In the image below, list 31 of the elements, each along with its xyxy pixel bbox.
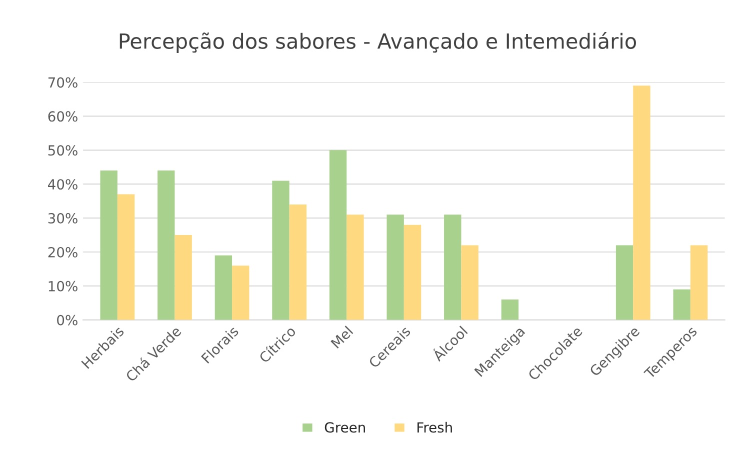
- y-tick-label: 60%: [48, 111, 78, 122]
- bar: [100, 170, 118, 320]
- bar: [329, 150, 347, 320]
- y-tick-label: 10%: [48, 280, 78, 292]
- bar: [633, 86, 650, 320]
- legend-label: Green: [324, 422, 365, 433]
- bar: [386, 214, 404, 320]
- bar: [461, 245, 478, 320]
- bar: [673, 289, 690, 320]
- bar: [174, 235, 192, 320]
- bar: [444, 214, 462, 320]
- x-tick-label: Mel: [330, 326, 354, 349]
- y-tick-label: 40%: [48, 179, 78, 190]
- y-tick-label: 30%: [48, 213, 78, 224]
- chart-title: Percepção dos sabores - Avançado e Intemediário: [120, 32, 636, 53]
- y-tick-label: 20%: [48, 246, 78, 258]
- bar: [272, 180, 290, 320]
- bar: [501, 300, 519, 320]
- bar: [346, 214, 364, 320]
- bar: [158, 170, 175, 320]
- bar: [214, 255, 232, 320]
- y-tick-label: 50%: [48, 145, 78, 156]
- y-tick-label: 0%: [57, 314, 78, 326]
- y-tick-label: 70%: [48, 77, 78, 88]
- bar: [616, 245, 634, 320]
- bar: [232, 266, 250, 320]
- bar: [117, 194, 135, 320]
- bar: [289, 204, 307, 320]
- legend-label: Fresh: [418, 422, 452, 433]
- bar: [690, 245, 708, 320]
- bar: [404, 224, 422, 320]
